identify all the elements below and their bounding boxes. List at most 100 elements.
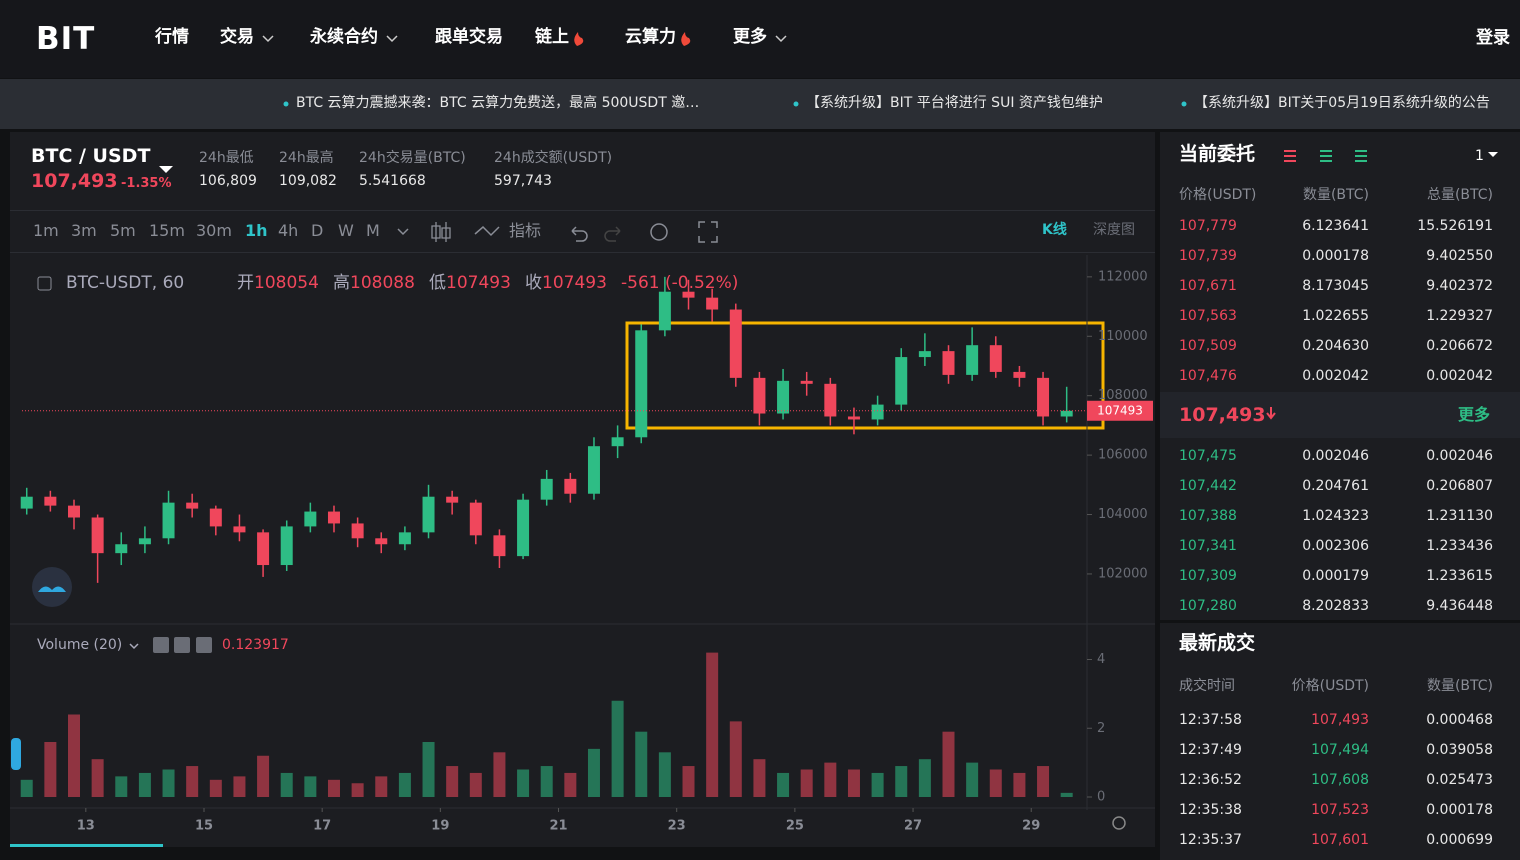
candle-body [966, 345, 979, 375]
volume-bar [824, 762, 837, 797]
price-change: -1.35% [121, 176, 172, 191]
orderbook-title: 当前委托 [1179, 143, 1256, 165]
divider [10, 210, 1155, 211]
stat-label: 24h交易量(BTC) [359, 150, 466, 166]
stat-label: 24h成交额(USDT) [494, 150, 613, 166]
highlight-box [625, 321, 1105, 430]
pair-dropdown [159, 166, 173, 173]
candle-body [115, 544, 128, 554]
divider [10, 252, 1155, 253]
total: 1.231130 [1426, 508, 1493, 524]
volume-bar [91, 759, 104, 797]
chart-panel [10, 132, 1155, 847]
settings-icon[interactable] [1112, 816, 1126, 830]
volume-bar [706, 652, 719, 797]
chevron-icon [775, 35, 787, 43]
nav-item[interactable]: 链上 [535, 27, 569, 47]
trade-time: 12:35:37 [1179, 832, 1242, 848]
indicator[interactable]: 指标 [509, 221, 542, 240]
side-toggle[interactable] [11, 738, 21, 770]
volume-bar [257, 755, 270, 797]
nav-item[interactable]: 更多 [733, 27, 767, 47]
candle-body [375, 538, 388, 545]
chevron-icon [129, 643, 139, 650]
volume-bar [20, 779, 33, 797]
x-tick-label: 19 [431, 819, 449, 834]
y-tick-label: 110000 [1098, 329, 1148, 344]
ticker-item[interactable]: BTC 云算力震撼来袭：BTC 云算力免费送，最高 500USDT 邀… [296, 95, 700, 111]
amount: 6.123641 [1302, 218, 1369, 234]
legend-key: 收 [525, 273, 542, 293]
volume-bar [918, 759, 931, 797]
legend-key: 高 [333, 273, 350, 293]
last-price: 107,493 [1179, 404, 1266, 426]
interval[interactable]: 15m [149, 221, 185, 240]
volume-bar [777, 772, 790, 797]
candle-type-icon [431, 222, 451, 242]
interval[interactable]: M [366, 221, 380, 240]
price: 107,779 [1179, 218, 1237, 234]
stat-value: 109,082 [279, 173, 337, 189]
nav-item[interactable]: 行情 [155, 27, 189, 47]
total: 9.402372 [1426, 278, 1493, 294]
candle-body [469, 502, 482, 536]
amount: 0.002042 [1302, 368, 1369, 384]
interval[interactable]: 5m [110, 221, 136, 240]
candle-body [753, 377, 766, 414]
candle-body [824, 383, 837, 417]
volume-bar [209, 779, 222, 797]
login[interactable]: 登录 [1476, 28, 1510, 48]
interval[interactable]: 30m [196, 221, 232, 240]
orderbook-panel [1160, 132, 1520, 620]
price: 107,309 [1179, 568, 1237, 584]
precision[interactable]: 1 [1475, 148, 1484, 164]
volume-bar [682, 766, 695, 797]
volume-bar [280, 772, 293, 797]
volume-bar [1060, 792, 1073, 797]
view-tab[interactable]: K线 [1042, 222, 1067, 238]
nav-item[interactable]: 永续合约 [310, 27, 378, 47]
volume-control [153, 637, 169, 653]
ticker-item[interactable]: 【系统升级】BIT关于05月19日系统升级的公告 [1194, 95, 1490, 111]
y-tick-label: 106000 [1098, 448, 1148, 463]
interval[interactable]: W [338, 221, 354, 240]
nav-item[interactable]: 交易 [220, 27, 254, 47]
interval[interactable]: 1h [245, 221, 268, 240]
last-price-tag [1087, 400, 1153, 421]
interval[interactable]: 4h [278, 221, 299, 240]
more-link[interactable]: 更多 [1458, 405, 1491, 424]
candle-body [1060, 410, 1073, 417]
redo-icon [604, 226, 621, 242]
amount: 8.173045 [1302, 278, 1369, 294]
y-tick-label: 4 [1097, 652, 1105, 667]
price: 107,341 [1179, 538, 1237, 554]
last-price-row [1160, 392, 1520, 438]
price: 107,739 [1179, 248, 1237, 264]
nav-item[interactable]: 云算力 [625, 27, 676, 47]
view-tab[interactable]: 深度图 [1093, 222, 1135, 238]
volume-bar [233, 776, 246, 797]
trade-price: 107,601 [1311, 832, 1369, 848]
stat-value: 106,809 [199, 173, 257, 189]
candle-body [304, 511, 317, 527]
price: 107,280 [1179, 598, 1237, 614]
interval[interactable]: 1m [33, 221, 59, 240]
trade-time: 12:37:49 [1179, 742, 1242, 758]
candle-body [446, 496, 459, 503]
nav-item[interactable]: 跟单交易 [435, 27, 503, 47]
volume-bar [469, 772, 482, 797]
legend-symbol: BTC-USDT, 60 [66, 273, 185, 293]
amount: 8.202833 [1302, 598, 1369, 614]
candle-body [280, 526, 293, 566]
price: 107,475 [1179, 448, 1237, 464]
ticker-item[interactable]: 【系统升级】BIT 平台将进行 SUI 资产钱包维护 [806, 95, 1103, 111]
volume-bar [422, 742, 435, 797]
amount: 0.000179 [1302, 568, 1369, 584]
interval[interactable]: D [311, 221, 324, 240]
interval[interactable]: 3m [71, 221, 97, 240]
price: 107,493 [31, 170, 118, 192]
candle-body [587, 446, 600, 494]
candle-body [91, 517, 104, 554]
x-tick-label: 13 [77, 819, 95, 834]
